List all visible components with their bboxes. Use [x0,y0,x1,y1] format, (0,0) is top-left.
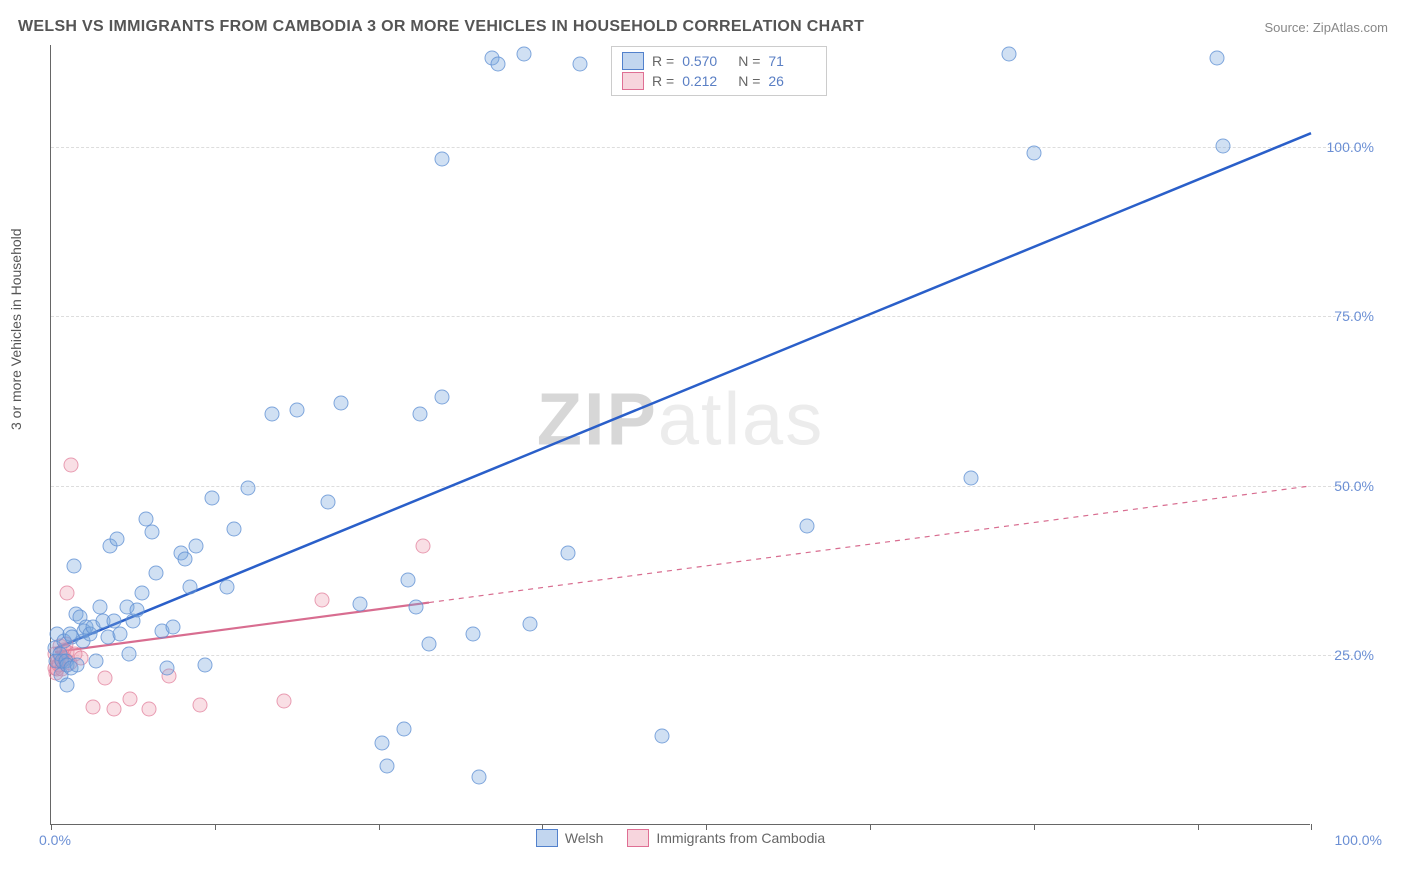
data-point [415,538,430,553]
cambodia-trend-line-dashed [429,486,1311,603]
stats-legend-row-welsh: R = 0.570 N = 71 [622,51,816,71]
data-point [89,654,104,669]
data-point [60,677,75,692]
y-axis-label: 3 or more Vehicles in Household [8,228,24,430]
welsh-r-value: 0.570 [682,53,730,69]
data-point [655,728,670,743]
swatch-blue-icon [536,829,558,847]
data-point [129,603,144,618]
data-point [352,596,367,611]
data-point [963,471,978,486]
data-point [396,722,411,737]
y-tick-label: 100.0% [1327,139,1374,155]
data-point [375,735,390,750]
data-point [148,566,163,581]
welsh-trend-line [55,133,1311,648]
data-point [144,525,159,540]
data-point [205,491,220,506]
legend-label-welsh: Welsh [565,830,604,846]
data-point [113,627,128,642]
data-point [422,637,437,652]
data-point [1215,138,1230,153]
data-point [177,552,192,567]
data-point [134,586,149,601]
data-point [289,403,304,418]
swatch-pink-icon [622,72,644,90]
data-point [60,586,75,601]
data-point [491,57,506,72]
data-point [434,152,449,167]
cambodia-n-value: 26 [768,73,816,89]
data-point [380,759,395,774]
stats-legend: R = 0.570 N = 71 R = 0.212 N = 26 [611,46,827,96]
chart-title: WELSH VS IMMIGRANTS FROM CAMBODIA 3 OR M… [18,18,864,36]
data-point [188,538,203,553]
legend-label-cambodia: Immigrants from Cambodia [656,830,825,846]
data-point [220,579,235,594]
data-point [122,647,137,662]
data-point [466,627,481,642]
data-point [226,521,241,536]
data-point [522,616,537,631]
cambodia-r-value: 0.212 [682,73,730,89]
data-point [472,769,487,784]
data-point [123,691,138,706]
y-tick-label: 75.0% [1334,308,1374,324]
data-point [142,701,157,716]
swatch-pink-icon [627,829,649,847]
n-label: N = [738,53,760,69]
data-point [197,657,212,672]
plot-area: ZIPatlas 25.0%50.0%75.0%100.0% R = 0.570… [50,45,1310,825]
data-point [277,693,292,708]
data-point [573,57,588,72]
legend-item-cambodia: Immigrants from Cambodia [627,829,825,847]
x-tick [1311,824,1312,830]
stats-legend-row-cambodia: R = 0.212 N = 26 [622,71,816,91]
r-label: R = [652,53,674,69]
welsh-n-value: 71 [768,53,816,69]
data-point [516,47,531,62]
data-point [800,518,815,533]
data-point [159,661,174,676]
x-axis-max-label: 100.0% [1335,832,1382,848]
data-point [240,481,255,496]
trend-lines [51,45,1310,824]
n-label: N = [738,73,760,89]
data-point [314,593,329,608]
data-point [182,579,197,594]
y-tick-label: 50.0% [1334,478,1374,494]
data-point [1001,47,1016,62]
data-point [264,406,279,421]
series-legend: Welsh Immigrants from Cambodia [51,829,1310,850]
data-point [1026,145,1041,160]
data-point [409,599,424,614]
data-point [98,671,113,686]
swatch-blue-icon [622,52,644,70]
y-tick-label: 25.0% [1334,647,1374,663]
data-point [560,545,575,560]
source-attribution: Source: ZipAtlas.com [1264,20,1388,35]
data-point [192,698,207,713]
data-point [166,620,181,635]
data-point [434,389,449,404]
data-point [400,572,415,587]
data-point [85,700,100,715]
data-point [321,494,336,509]
data-point [64,457,79,472]
data-point [1209,50,1224,65]
data-point [66,559,81,574]
r-label: R = [652,73,674,89]
data-point [333,396,348,411]
data-point [70,657,85,672]
data-point [107,701,122,716]
data-point [109,532,124,547]
legend-item-welsh: Welsh [536,829,604,847]
data-point [413,406,428,421]
